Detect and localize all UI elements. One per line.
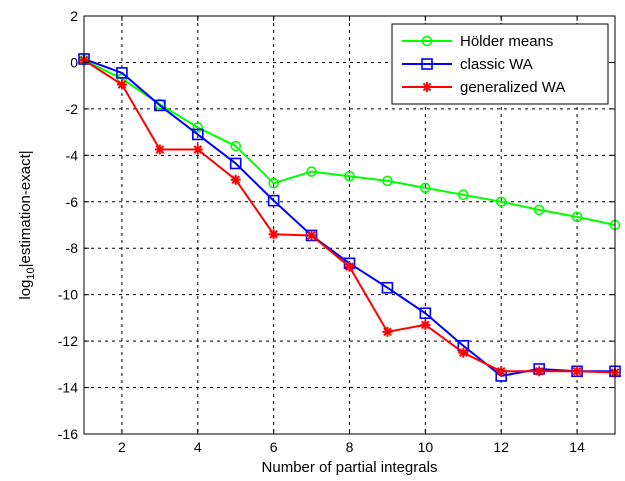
x-tick-label: 2 bbox=[118, 439, 126, 455]
data-point bbox=[420, 182, 431, 194]
data-point bbox=[268, 229, 279, 240]
x-tick-label: 10 bbox=[418, 439, 434, 455]
data-point bbox=[572, 366, 583, 377]
x-tick-label: 6 bbox=[270, 439, 278, 455]
legend-item: classic WA bbox=[402, 56, 533, 73]
data-point bbox=[306, 166, 317, 177]
data-point bbox=[306, 230, 317, 241]
legend-label: classic WA bbox=[460, 56, 533, 73]
data-point bbox=[458, 347, 469, 358]
data-point bbox=[230, 174, 241, 185]
series bbox=[79, 55, 620, 378]
y-tick-label: -4 bbox=[66, 147, 79, 163]
axis-ticks: 2 4 6 8 10 12 14 2 0 -2 -4 -6 -8 -10 -12 -14 -16 bbox=[58, 8, 615, 455]
data-point bbox=[420, 319, 431, 330]
series-layer bbox=[78, 53, 621, 382]
y-tick-label: 0 bbox=[70, 54, 78, 70]
y-tick-label: -16 bbox=[58, 426, 78, 442]
x-tick-label: 14 bbox=[569, 439, 585, 455]
y-tick-label: -12 bbox=[58, 333, 78, 349]
data-point bbox=[571, 211, 583, 223]
data-point bbox=[421, 58, 433, 70]
y-tick-label: -14 bbox=[58, 380, 78, 396]
x-tick-label: 12 bbox=[493, 439, 509, 455]
data-point bbox=[267, 194, 280, 207]
data-point bbox=[192, 144, 203, 155]
legend-item: generalized WA bbox=[402, 79, 565, 96]
y-tick-label: 2 bbox=[70, 8, 78, 24]
data-point bbox=[421, 35, 433, 47]
data-point bbox=[268, 177, 279, 189]
data-point bbox=[382, 175, 393, 187]
data-point bbox=[457, 189, 469, 201]
data-point bbox=[533, 204, 545, 216]
data-point bbox=[154, 99, 166, 112]
data-point bbox=[116, 79, 127, 90]
data-point bbox=[422, 82, 432, 92]
x-tick-label: 8 bbox=[346, 439, 354, 455]
data-point bbox=[344, 170, 355, 182]
legend-label: generalized WA bbox=[460, 79, 565, 96]
data-point bbox=[534, 366, 545, 377]
legend-item: Hölder means bbox=[402, 33, 553, 50]
data-point bbox=[154, 144, 165, 155]
y-axis-label: log10|estimation-exact| bbox=[17, 150, 37, 299]
legend-label: Hölder means bbox=[460, 33, 553, 50]
data-point bbox=[229, 157, 242, 170]
series-line bbox=[83, 59, 616, 226]
data-point bbox=[495, 196, 507, 208]
data-point bbox=[382, 326, 393, 337]
data-point bbox=[344, 261, 355, 272]
data-point bbox=[230, 140, 242, 152]
y-tick-label: -8 bbox=[66, 240, 79, 256]
legend: Hölder means classic WA generalized WA bbox=[391, 23, 609, 105]
y-tick-label: -10 bbox=[58, 287, 78, 303]
data-point bbox=[496, 366, 507, 377]
x-tick-label: 4 bbox=[194, 439, 202, 455]
data-point bbox=[191, 128, 204, 141]
data-point bbox=[192, 122, 204, 133]
data-point bbox=[116, 67, 128, 79]
x-axis-label: Number of partial integrals bbox=[262, 459, 438, 476]
y-tick-label: -2 bbox=[66, 101, 79, 117]
y-tick-label: -6 bbox=[66, 194, 79, 210]
data-point bbox=[419, 307, 432, 320]
data-point bbox=[381, 281, 394, 294]
